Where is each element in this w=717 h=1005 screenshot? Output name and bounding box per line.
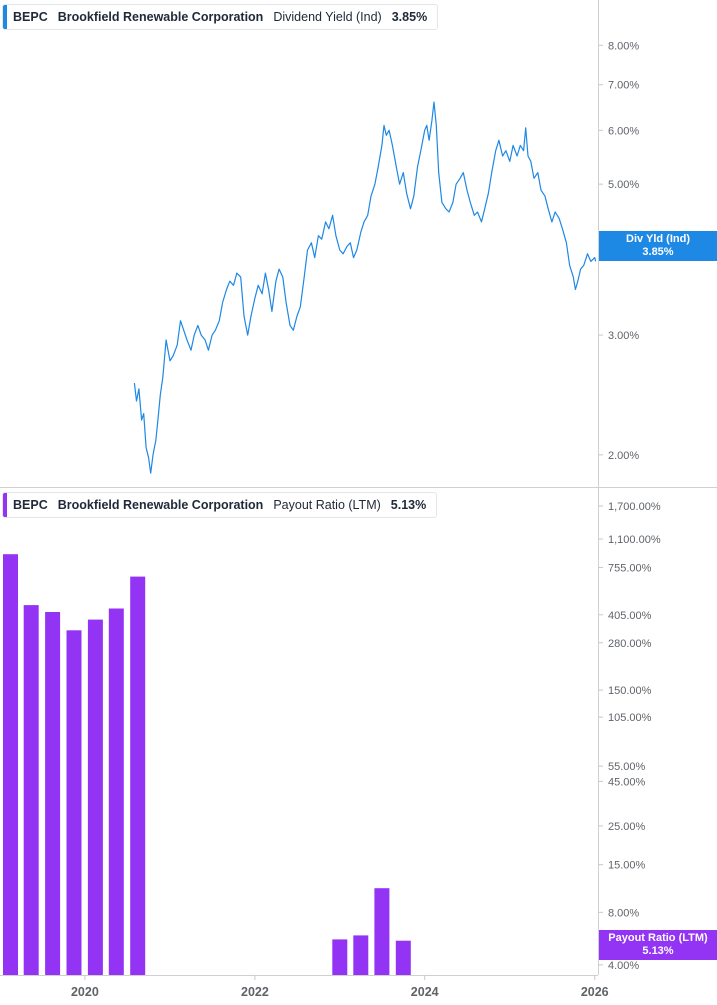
legend-swatch-purple bbox=[3, 493, 7, 517]
payout-ratio-bar bbox=[130, 576, 146, 975]
legend-company-name: Brookfield Renewable Corporation bbox=[57, 498, 264, 512]
y-tick-label: 755.00% bbox=[608, 563, 652, 575]
y-tick-label: 5.00% bbox=[608, 179, 639, 191]
y-tick-label: 7.00% bbox=[608, 80, 639, 92]
legend-metric-value: 3.85% bbox=[391, 10, 428, 24]
legend-swatch-blue bbox=[3, 5, 7, 29]
x-axis: 2020 2022 2024 2026 bbox=[71, 975, 609, 999]
legend-metric-value: 5.13% bbox=[390, 498, 427, 512]
y-tick-label: 280.00% bbox=[608, 638, 652, 650]
payout-ratio-bar bbox=[353, 935, 369, 975]
dividend-yield-last-value-tag: Div Yld (Ind) 3.85% bbox=[599, 231, 717, 261]
payout-ratio-bar bbox=[66, 630, 82, 975]
y-tick-label: 8.00% bbox=[608, 40, 639, 52]
y-tick-label: 405.00% bbox=[608, 610, 652, 622]
y-tick-label: 2.00% bbox=[608, 450, 639, 462]
tag-value: 5.13% bbox=[642, 945, 674, 957]
legend-metric-name: Dividend Yield (Ind) bbox=[273, 10, 382, 24]
y-tick-label: 25.00% bbox=[608, 821, 646, 833]
payout-ratio-bar bbox=[87, 619, 103, 975]
x-tick-label: 2026 bbox=[581, 985, 609, 999]
x-tick-label: 2020 bbox=[71, 985, 99, 999]
payout-ratio-bar bbox=[332, 939, 348, 975]
x-tick-label: 2024 bbox=[411, 985, 439, 999]
y-tick-label: 1,100.00% bbox=[608, 534, 661, 546]
tag-label: Payout Ratio (LTM) bbox=[608, 932, 708, 944]
y-tick-label: 150.00% bbox=[608, 685, 652, 697]
legend-metric-name: Payout Ratio (LTM) bbox=[273, 498, 381, 512]
y-tick-label: 6.00% bbox=[608, 125, 639, 137]
legend-ticker: BEPC bbox=[13, 10, 48, 24]
y-tick-label: 3.00% bbox=[608, 330, 639, 342]
dividend-yield-legend[interactable]: BEPC Brookfield Renewable Corporation Di… bbox=[2, 4, 439, 30]
tag-label: Div Yld (Ind) bbox=[626, 233, 690, 245]
y-tick-label: 1,700.00% bbox=[608, 501, 661, 513]
payout-ratio-bar bbox=[23, 605, 39, 975]
payout-ratio-bar bbox=[395, 940, 411, 975]
legend-company-name: Brookfield Renewable Corporation bbox=[57, 10, 264, 24]
payout-ratio-last-value-tag: Payout Ratio (LTM) 5.13% bbox=[599, 930, 717, 960]
y-tick-label: 4.00% bbox=[608, 960, 639, 972]
y-tick-label: 15.00% bbox=[608, 860, 646, 872]
y-tick-label: 8.00% bbox=[608, 907, 639, 919]
bottom-y-axis: 4.00%6.00%8.00%15.00%25.00%45.00%55.00%1… bbox=[598, 501, 661, 972]
y-tick-label: 45.00% bbox=[608, 776, 646, 788]
legend-ticker: BEPC bbox=[13, 498, 48, 512]
x-tick-label: 2022 bbox=[241, 985, 269, 999]
y-tick-label: 105.00% bbox=[608, 712, 652, 724]
payout-ratio-bar bbox=[374, 888, 390, 975]
payout-ratio-bar bbox=[3, 554, 18, 975]
payout-ratio-bar bbox=[108, 608, 124, 975]
y-tick-label: 55.00% bbox=[608, 761, 646, 773]
payout-ratio-legend[interactable]: BEPC Brookfield Renewable Corporation Pa… bbox=[2, 492, 438, 518]
payout-ratio-bars bbox=[3, 554, 411, 975]
tag-value: 3.85% bbox=[642, 246, 674, 258]
payout-ratio-bar bbox=[45, 612, 61, 975]
dividend-yield-line bbox=[133, 101, 597, 474]
